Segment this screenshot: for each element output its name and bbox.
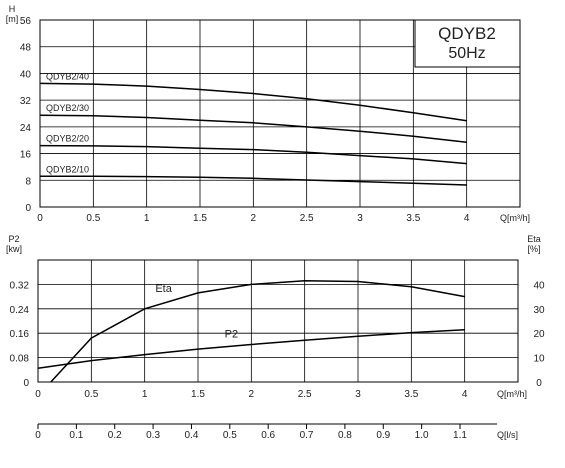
head-y-tick-label: 0 — [25, 203, 31, 214]
power-y-tick-label: 0.24 — [10, 305, 30, 316]
flow-ls-tick-label: 0.2 — [108, 430, 122, 441]
power-y-tick-label: 0.08 — [10, 354, 30, 365]
flow-ls-tick-label: 0.4 — [185, 430, 199, 441]
head-x-tick-label: 1 — [144, 213, 150, 224]
power-y-tick-label: 0.16 — [10, 329, 30, 340]
head-chart-title: QDYB2 — [438, 24, 496, 43]
power-curve-label: P2 — [225, 328, 238, 340]
eta-y-tick-label: 10 — [533, 354, 545, 365]
flow-ls-tick-label: 0.5 — [223, 430, 237, 441]
head-x-tick-label: 0.5 — [86, 213, 100, 224]
head-chart-title-box — [414, 19, 521, 68]
flow-ls-tick-label: 0.1 — [69, 430, 83, 441]
head-chart-subtitle: 50Hz — [448, 45, 485, 62]
head-y-axis-unit: [m] — [6, 14, 19, 24]
power-x-axis-label: Q[m³/h] — [497, 389, 527, 399]
power-chart-frame — [37, 259, 519, 383]
flow-ls-tick-label: 1.1 — [453, 430, 467, 441]
head-curve-label: QDYB2/40 — [46, 71, 89, 81]
head-y-tick-label: 16 — [20, 150, 32, 161]
head-y-tick-label: 24 — [20, 123, 32, 134]
eta-y-ticks: 0 10 20 30 40 — [533, 280, 545, 389]
head-curve-chart: QDYB2 50Hz H [m] Q[m³/h] 0 0.5 1 1.5 2 2.5 3 3.… — [6, 4, 530, 224]
flow-ls-tick-label: 0 — [35, 430, 41, 441]
eta-y-axis-unit: [%] — [527, 244, 540, 254]
head-curve-line — [39, 144, 467, 165]
power-x-tick-label: 2 — [249, 389, 255, 400]
head-x-tick-label: 3 — [357, 213, 363, 224]
power-x-tick-label: 0.5 — [84, 389, 98, 400]
power-x-ticks: 0 0.5 1 1.5 2 2.5 3 3.5 4 — [35, 389, 468, 400]
head-x-axis-label: Q[m³/h] — [500, 213, 530, 223]
head-curve-label: QDYB2/30 — [46, 103, 89, 113]
flow-ls-ticks: 0 0.1 0.2 0.3 0.4 0.5 0.6 0.7 0.8 0.9 1.0 1.1 — [35, 424, 467, 441]
eta-y-tick-label: 30 — [533, 305, 545, 316]
head-chart-frame — [39, 19, 521, 208]
power-y-tick-label: 0 — [23, 378, 29, 389]
power-y-ticks: 0 0.08 0.16 0.24 0.32 — [10, 280, 30, 389]
head-curve-line — [39, 82, 467, 122]
flow-ls-tick-label: 0.3 — [146, 430, 160, 441]
head-x-tick-label: 2.5 — [300, 213, 314, 224]
flow-ls-tick-label: 1.0 — [415, 430, 429, 441]
power-chart-grid — [38, 260, 518, 382]
power-x-tick-label: 4 — [462, 389, 468, 400]
head-y-tick-label: 40 — [20, 69, 32, 80]
eta-y-tick-label: 40 — [533, 280, 545, 291]
flow-ls-tick-label: 0.7 — [300, 430, 314, 441]
head-curve-line — [39, 114, 467, 143]
power-x-tick-label: 3 — [355, 389, 361, 400]
head-x-tick-label: 1.5 — [193, 213, 207, 224]
head-curve-label: QDYB2/20 — [46, 134, 89, 144]
eta-curve-line — [50, 279, 465, 383]
flow-ls-axis-label: Q[l/s] — [497, 430, 518, 440]
head-x-tick-label: 0 — [37, 213, 43, 224]
power-efficiency-chart: P2 [kw] Eta [%] Q[m³/h] 0 0.5 1 1.5 2 2.5 3 3.5… — [6, 234, 545, 400]
head-curve-label: QDYB2/10 — [46, 164, 89, 174]
head-y-tick-label: 8 — [25, 176, 31, 187]
flow-ls-tick-label: 0.8 — [338, 430, 352, 441]
power-x-tick-label: 2.5 — [298, 389, 312, 400]
head-x-tick-label: 2 — [251, 213, 257, 224]
head-series: QDYB2/40 QDYB2/30 QDYB2/20 QDYB2/10 — [39, 71, 467, 186]
head-y-axis-label: H — [9, 4, 16, 14]
power-y-axis-label: P2 — [8, 234, 19, 244]
eta-curve-label: Eta — [155, 283, 172, 295]
power-x-tick-label: 0 — [35, 389, 41, 400]
eta-y-axis-label: Eta — [527, 234, 541, 244]
power-y-axis-unit: [kw] — [6, 244, 22, 254]
eta-y-tick-label: 20 — [533, 329, 545, 340]
head-y-tick-label: 48 — [20, 43, 32, 54]
power-y-tick-label: 0.32 — [10, 280, 30, 291]
power-x-tick-label: 1.5 — [191, 389, 205, 400]
head-y-ticks: 0 8 16 24 32 40 48 56 — [20, 16, 32, 214]
flow-ls-tick-label: 0.6 — [261, 430, 275, 441]
head-y-tick-label: 32 — [20, 96, 32, 107]
power-curve-line — [37, 329, 465, 370]
power-x-tick-label: 3.5 — [404, 389, 418, 400]
power-eta-series: Eta P2 — [37, 279, 465, 383]
head-x-ticks: 0 0.5 1 1.5 2 2.5 3 3.5 4 — [37, 213, 470, 224]
flow-ls-axis: 0 0.1 0.2 0.3 0.4 0.5 0.6 0.7 0.8 0.9 1.0 1.1 Q[l/s… — [35, 423, 518, 441]
head-y-tick-label: 56 — [20, 16, 32, 27]
head-x-tick-label: 4 — [464, 213, 470, 224]
eta-y-tick-label: 0 — [536, 378, 542, 389]
power-x-tick-label: 1 — [142, 389, 148, 400]
head-x-tick-label: 3.5 — [406, 213, 420, 224]
head-curve-line — [40, 175, 467, 186]
flow-ls-tick-label: 0.9 — [376, 430, 390, 441]
